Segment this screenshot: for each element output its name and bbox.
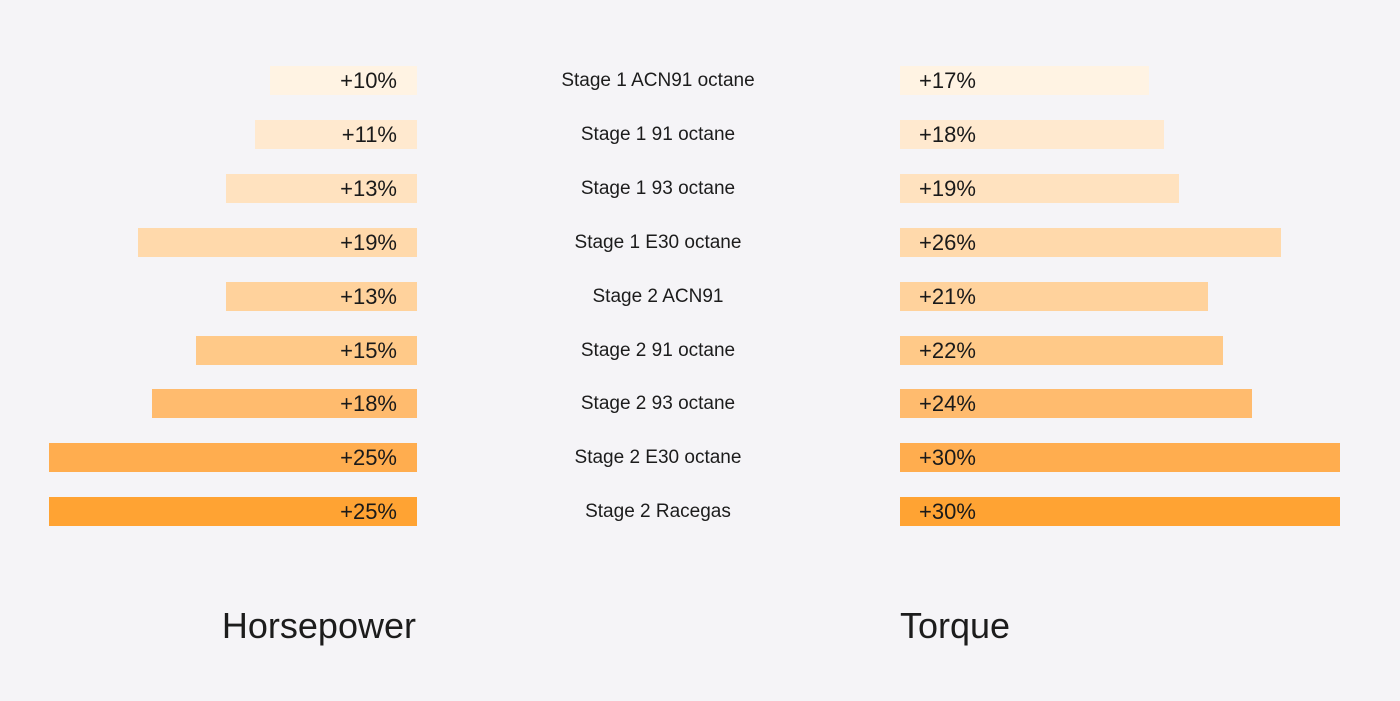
horsepower-value-label: +19% (340, 230, 397, 255)
horsepower-bar (152, 389, 417, 418)
horsepower-bar (49, 443, 417, 472)
torque-value-label: +24% (919, 391, 976, 416)
torque-value-label: +22% (919, 338, 976, 363)
category-label: Stage 2 ACN91 (592, 286, 724, 307)
torque-value-label: +30% (919, 445, 976, 470)
horsepower-value-label: +15% (340, 338, 397, 363)
torque-value-label: +30% (919, 499, 976, 524)
category-label: Stage 1 ACN91 octane (561, 70, 755, 91)
category-label: Stage 1 E30 octane (574, 232, 742, 253)
horsepower-bar (226, 174, 417, 203)
horsepower-value-label: +18% (340, 391, 397, 416)
torque-value-label: +19% (919, 176, 976, 201)
horsepower-value-label: +11% (341, 122, 397, 147)
torque-bar (900, 282, 1208, 311)
horsepower-value-label: +10% (340, 68, 397, 93)
torque-value-label: +18% (919, 122, 976, 147)
torque-value-label: +17% (919, 68, 976, 93)
category-label: Stage 2 93 octane (580, 393, 736, 414)
torque-title: Torque (900, 605, 1011, 646)
torque-bar (900, 497, 1340, 526)
horsepower-value-label: +13% (340, 284, 397, 309)
torque-bar (900, 389, 1252, 418)
horsepower-bar (270, 66, 417, 95)
horsepower-title: Horsepower (221, 605, 416, 646)
torque-bar (900, 336, 1223, 365)
category-label: Stage 1 91 octane (580, 124, 736, 145)
horsepower-value-label: +25% (340, 445, 397, 470)
torque-bar (900, 174, 1179, 203)
horsepower-bar (255, 120, 417, 149)
category-label: Stage 1 93 octane (580, 178, 736, 199)
horsepower-bar (49, 497, 417, 526)
category-label: Stage 2 91 octane (580, 340, 736, 361)
torque-bar (900, 66, 1149, 95)
horsepower-bar (138, 228, 417, 257)
torque-bar (900, 443, 1340, 472)
horsepower-value-label: +25% (340, 499, 397, 524)
torque-value-label: +26% (919, 230, 976, 255)
horsepower-bar (196, 336, 417, 365)
category-label: Stage 2 Racegas (585, 501, 731, 522)
torque-bar (900, 228, 1281, 257)
category-label: Stage 2 E30 octane (574, 447, 742, 468)
torque-bar (900, 120, 1164, 149)
horsepower-bar (226, 282, 417, 311)
torque-value-label: +21% (919, 284, 976, 309)
horsepower-value-label: +13% (340, 176, 397, 201)
